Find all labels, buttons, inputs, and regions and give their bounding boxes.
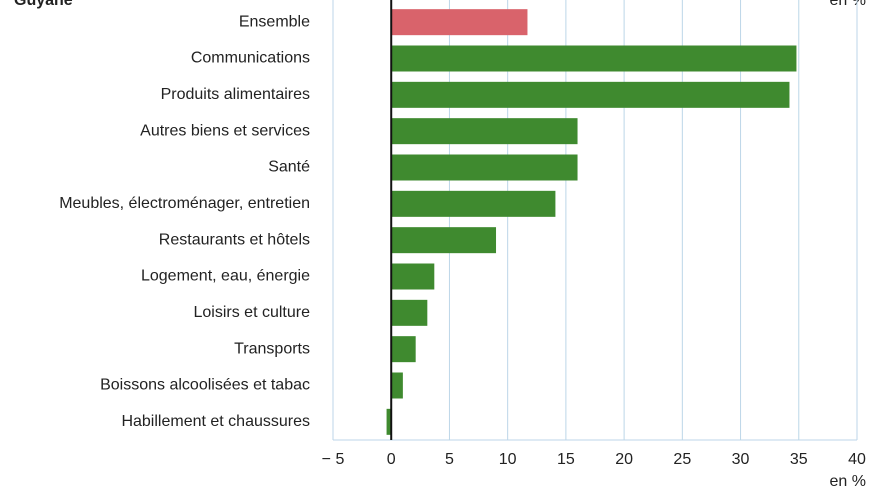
bar — [391, 45, 797, 72]
x-tick-label: 30 — [732, 451, 750, 468]
y-tick-label: Meubles, électroménager, entretien — [59, 195, 310, 212]
x-tick-label: 5 — [445, 451, 454, 468]
x-tick-label: 15 — [557, 451, 575, 468]
x-tick-label: 0 — [387, 451, 396, 468]
y-tick-label: Communications — [191, 50, 310, 67]
x-tick-label: 10 — [499, 451, 517, 468]
chart-title: Guyane — [14, 0, 73, 9]
x-tick-label: 40 — [848, 451, 866, 468]
x-tick-label: 35 — [790, 451, 808, 468]
x-axis-label: en % — [830, 473, 866, 490]
bar — [391, 81, 790, 108]
bar — [391, 9, 528, 36]
x-tick-label: 25 — [673, 451, 691, 468]
bar — [391, 154, 578, 181]
y-tick-label: Habillement et chaussures — [121, 413, 310, 430]
unit-note: en % — [830, 0, 866, 9]
bar — [391, 118, 578, 145]
bar — [391, 336, 416, 363]
y-tick-label: Loisirs et culture — [194, 304, 311, 321]
y-tick-label: Transports — [234, 340, 310, 357]
bar — [391, 190, 556, 217]
y-tick-label: Produits alimentaires — [161, 86, 310, 103]
y-tick-label: Autres biens et services — [140, 122, 310, 139]
y-tick-label: Logement, eau, énergie — [141, 268, 310, 285]
y-tick-label: Restaurants et hôtels — [159, 231, 310, 248]
x-tick-label: − 5 — [322, 451, 345, 468]
bar — [391, 299, 428, 326]
y-tick-label: Ensemble — [239, 13, 310, 30]
bar — [391, 263, 435, 290]
bar — [391, 227, 497, 254]
x-tick-label: 20 — [615, 451, 633, 468]
y-tick-label: Santé — [268, 159, 310, 176]
y-tick-label: Boissons alcoolisées et tabac — [100, 377, 310, 394]
bar — [391, 372, 403, 399]
bar — [386, 408, 392, 435]
